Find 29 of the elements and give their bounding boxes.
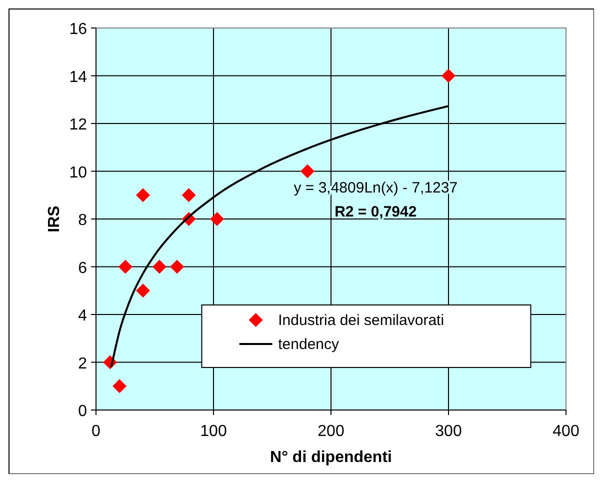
x-tick-label: 300	[435, 423, 462, 440]
y-tick-label: 4	[78, 308, 88, 324]
point	[152, 260, 166, 274]
x-tick-label: 0	[92, 423, 101, 440]
point	[442, 68, 456, 83]
x-tick-label: 200	[318, 423, 344, 440]
point	[210, 212, 224, 226]
y-tick-label: 10	[69, 164, 88, 182]
y-tick-label: 2	[78, 355, 88, 372]
x-tick-label: 400	[552, 423, 580, 440]
y-tick-label: 0	[78, 403, 88, 420]
legend-label: tendency	[278, 336, 340, 353]
y-tick-label: 8	[78, 212, 88, 229]
y-tick-label: 16	[69, 21, 88, 38]
x-axis-title: N° di dipendenti	[270, 449, 392, 466]
point	[136, 284, 150, 298]
point	[118, 260, 132, 274]
point	[182, 188, 196, 202]
point	[170, 260, 184, 274]
legend-label: Industria dei semilavorati	[278, 312, 444, 329]
x-tick-label: 100	[200, 423, 227, 440]
y-tick-label: 12	[69, 116, 88, 134]
y-tick-label: 6	[78, 260, 88, 277]
y-tick-label: 14	[69, 68, 88, 86]
annotation: R2 = 0,7942	[334, 204, 417, 221]
point	[112, 379, 126, 394]
y-axis-title: IRS	[46, 205, 63, 232]
point	[300, 164, 314, 178]
point	[136, 188, 150, 202]
